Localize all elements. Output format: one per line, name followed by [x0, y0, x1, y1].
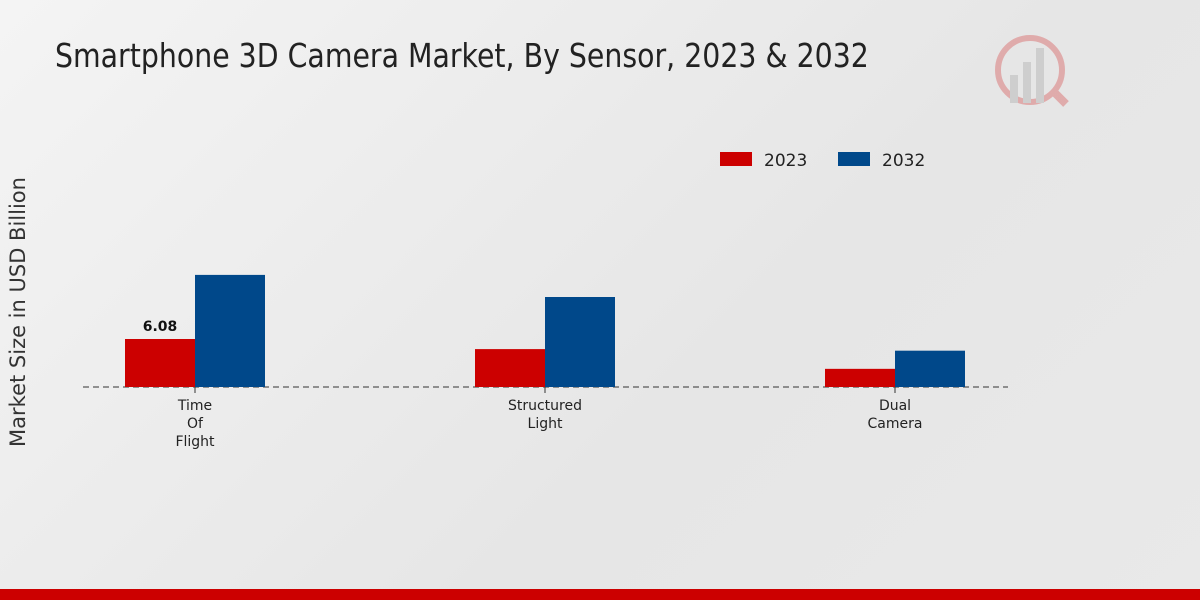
- x-tick-label: Flight: [175, 434, 215, 450]
- x-tick-label: Camera: [868, 416, 923, 432]
- x-tick-label: Light: [528, 416, 563, 432]
- bar-2023-1: [475, 349, 545, 387]
- legend-swatch-2032: [838, 152, 870, 166]
- bar-2023-0: [125, 339, 195, 387]
- data-label: 6.08: [143, 319, 178, 335]
- bar-2032-0: [195, 274, 265, 387]
- bar-2023-2: [825, 368, 895, 387]
- bottom-accent-bar: [0, 589, 1200, 600]
- x-tick-label: Of: [187, 416, 204, 432]
- x-tick-label: Structured: [508, 398, 582, 414]
- x-tick-label: Dual: [879, 398, 911, 414]
- legend-label-2032: 2032: [882, 151, 925, 171]
- bar-2032-2: [895, 350, 965, 387]
- x-tick-label: Time: [177, 398, 212, 414]
- chart-title: Smartphone 3D Camera Market, By Sensor, …: [55, 36, 869, 75]
- legend-label-2023: 2023: [764, 151, 807, 171]
- legend-swatch-2023: [720, 152, 752, 166]
- bar-2032-1: [545, 297, 615, 387]
- watermark-logo-icon: [995, 35, 1069, 107]
